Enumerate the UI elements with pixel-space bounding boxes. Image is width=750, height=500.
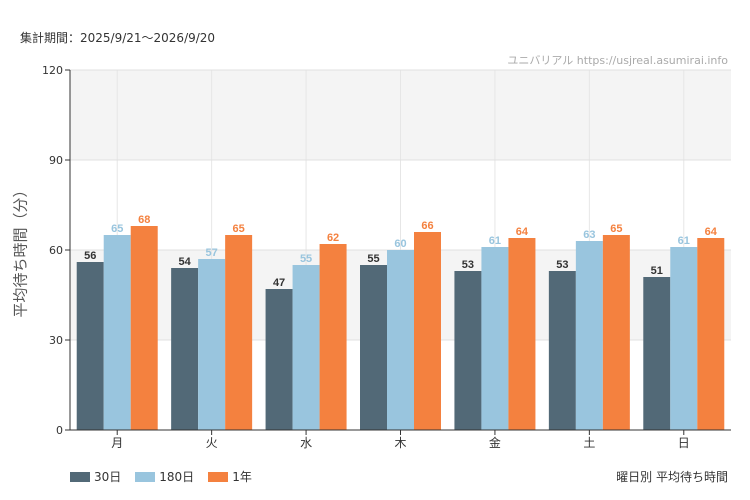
x-tick-label: 月 [111, 436, 123, 450]
data-label: 61 [678, 235, 690, 247]
bar [198, 259, 226, 430]
x-tick-label: 金 [489, 435, 501, 450]
period-label: 集計期間：2025/9/21〜2026/9/20 [20, 31, 216, 45]
data-label: 47 [273, 277, 285, 289]
bar [76, 262, 104, 430]
x-tick-label: 水 [300, 436, 312, 450]
bar [481, 247, 509, 430]
data-label: 51 [651, 265, 663, 277]
x-tick-label: 火 [206, 436, 218, 450]
data-label: 64 [516, 226, 529, 238]
bar [670, 247, 698, 430]
data-label: 53 [556, 259, 568, 271]
bar [575, 241, 603, 430]
y-tick-label: 120 [42, 64, 63, 77]
legend-swatch [135, 471, 156, 482]
bar [454, 271, 482, 430]
legend-label: 1年 [232, 470, 252, 484]
data-label: 56 [84, 250, 96, 262]
y-tick-label: 0 [56, 424, 63, 437]
legend-label: 180日 [159, 470, 195, 484]
bar [508, 238, 536, 430]
data-label: 53 [462, 259, 474, 271]
legend-swatch [70, 471, 90, 482]
bar [130, 226, 158, 430]
data-label: 57 [206, 247, 218, 259]
bar [548, 271, 576, 430]
data-label: 65 [233, 223, 245, 235]
data-label: 63 [583, 229, 595, 241]
x-tick-label: 日 [678, 436, 690, 450]
data-label: 55 [300, 253, 312, 265]
bar [171, 268, 199, 430]
credit-label: ユニバリアル https://usjreal.asumirai.info [507, 54, 728, 67]
data-label: 60 [394, 238, 406, 250]
legend: 30日 180日 1年 [70, 468, 252, 485]
legend-item: 1年 [208, 468, 252, 485]
x-tick-label: 木 [394, 436, 406, 450]
data-label: 62 [327, 232, 339, 244]
bar [225, 235, 253, 430]
bar [697, 238, 725, 430]
x-tick-label: 土 [583, 436, 595, 450]
bar [414, 232, 441, 430]
legend-swatch [208, 471, 229, 482]
bar [292, 265, 320, 430]
y-tick-label: 30 [49, 334, 63, 347]
chart-subtitle: 曜日別 平均待ち時間 [616, 470, 728, 484]
data-label: 54 [179, 256, 192, 268]
legend-item: 30日 [70, 468, 121, 485]
legend-label: 30日 [94, 470, 122, 484]
bar [103, 235, 131, 430]
bar [265, 289, 293, 430]
y-tick-label: 90 [49, 154, 63, 167]
data-label: 66 [421, 220, 433, 232]
bar [602, 235, 630, 430]
bar [360, 265, 387, 430]
data-label: 68 [138, 214, 150, 226]
data-label: 55 [367, 253, 379, 265]
data-label: 65 [111, 223, 123, 235]
legend-item: 180日 [135, 468, 194, 485]
bar [643, 277, 671, 430]
data-label: 61 [489, 235, 501, 247]
bar [387, 250, 414, 430]
data-label: 64 [705, 226, 718, 238]
y-tick-label: 60 [49, 244, 63, 257]
bar [319, 244, 347, 430]
data-label: 65 [610, 223, 622, 235]
